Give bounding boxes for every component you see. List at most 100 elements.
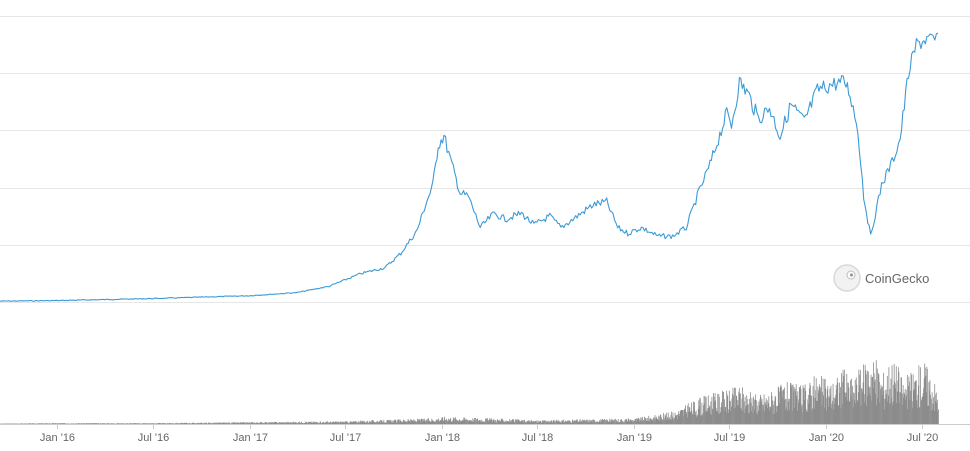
volume-bar-1374 xyxy=(723,410,725,424)
volume-bar-165 xyxy=(86,423,88,424)
volume-bar-1451 xyxy=(764,411,765,424)
volume-bar-1102 xyxy=(580,422,582,424)
volume-bar-207 xyxy=(109,423,110,424)
volume-bar-1420 xyxy=(747,404,749,424)
volume-bar-1519 xyxy=(800,385,801,424)
volume-bar-1480 xyxy=(779,391,781,424)
volume-bar-952 xyxy=(501,418,503,424)
volume-bar-16 xyxy=(8,423,10,424)
volume-bar-1127 xyxy=(593,419,595,424)
volume-bar-1498 xyxy=(788,409,790,424)
volume-bar-186 xyxy=(97,423,99,424)
volume-bar-1440 xyxy=(758,401,760,424)
volume-bar-904 xyxy=(476,419,477,424)
volume-bar-183 xyxy=(96,423,98,424)
volume-bar-383 xyxy=(201,423,203,424)
volume-bar-1632 xyxy=(859,385,861,424)
volume-bar-425 xyxy=(223,422,225,424)
volume-bar-1435 xyxy=(755,412,757,424)
volume-bar-1385 xyxy=(729,401,731,424)
volume-bar-1015 xyxy=(534,421,536,424)
volume-bar-1684 xyxy=(886,375,888,424)
volume-bar-157 xyxy=(82,423,84,424)
volume-bar-817 xyxy=(430,421,432,424)
volume-bar-420 xyxy=(221,423,222,424)
volume-bar-1601 xyxy=(843,375,844,424)
volume-bar-1596 xyxy=(840,408,842,424)
volume-bar-1126 xyxy=(593,419,594,424)
volume-bar-886 xyxy=(466,419,468,424)
volume-bar-145 xyxy=(76,423,78,424)
volume-bar-332 xyxy=(174,423,176,424)
volume-bar-571 xyxy=(300,422,302,424)
volume-bar-445 xyxy=(234,422,236,424)
volume-bar-976 xyxy=(514,422,515,424)
volume-bar-1151 xyxy=(606,419,607,424)
volume-bar-361 xyxy=(190,423,191,424)
volume-bar-687 xyxy=(361,422,363,424)
volume-bar-257 xyxy=(135,423,137,424)
volume-bar-1412 xyxy=(743,401,745,424)
volume-bar-741 xyxy=(390,421,392,424)
volume-bar-346 xyxy=(182,422,184,424)
volume-bar-112 xyxy=(58,423,60,424)
volume-bar-1549 xyxy=(815,378,817,424)
volume-bar-1531 xyxy=(806,411,808,424)
volume-bar-1662 xyxy=(875,393,877,424)
volume-bar-1192 xyxy=(627,418,629,424)
volume-bar-996 xyxy=(524,421,526,424)
volume-bar-929 xyxy=(489,418,491,424)
volume-bar-966 xyxy=(508,422,510,424)
volume-bar-1361 xyxy=(716,410,718,424)
volume-bar-1734 xyxy=(913,390,915,424)
volume-bar-1590 xyxy=(837,382,839,424)
volume-bar-284 xyxy=(149,423,151,424)
volume-bar-1756 xyxy=(924,367,926,424)
volume-bar-385 xyxy=(202,423,204,424)
volume-bar-1712 xyxy=(901,393,903,424)
volume-bar-1333 xyxy=(702,415,703,424)
volume-bar-1681 xyxy=(885,398,887,424)
volume-bar-957 xyxy=(504,422,505,424)
coingecko-logo-icon xyxy=(833,264,861,292)
volume-bar-1665 xyxy=(876,368,878,424)
volume-bar-907 xyxy=(477,421,479,424)
volume-bar-1484 xyxy=(781,391,783,424)
volume-bar-556 xyxy=(292,422,294,424)
volume-bar-1606 xyxy=(845,392,847,424)
volume-bar-523 xyxy=(275,422,277,424)
volume-bar-759 xyxy=(399,419,401,424)
volume-bar-1664 xyxy=(876,404,878,424)
volume-bar-1124 xyxy=(591,422,593,424)
volume-bar-1005 xyxy=(529,421,531,424)
volume-bar-1110 xyxy=(584,420,586,424)
volume-bar-909 xyxy=(478,420,480,424)
volume-bar-1652 xyxy=(870,395,871,424)
volume-bar-573 xyxy=(301,422,303,424)
volume-bar-984 xyxy=(518,419,520,424)
volume-bar-336 xyxy=(176,423,178,424)
volume-bar-177 xyxy=(93,423,95,424)
volume-bar-1670 xyxy=(879,402,881,424)
volume-bar-75 xyxy=(39,423,41,424)
volume-bar-719 xyxy=(378,422,380,424)
volume-bar-1078 xyxy=(567,420,569,424)
volume-bar-1160 xyxy=(610,420,612,424)
volume-bar-119 xyxy=(62,423,64,424)
volume-bar-1138 xyxy=(599,421,601,424)
volume-bar-1284 xyxy=(676,415,678,424)
volume-bar-455 xyxy=(239,422,241,424)
volume-bar-111 xyxy=(58,423,60,424)
volume-bar-1509 xyxy=(794,388,796,424)
volume-bar-760 xyxy=(400,420,402,424)
volume-bar-1305 xyxy=(687,405,689,424)
volume-bar-809 xyxy=(426,420,427,424)
volume-bar-722 xyxy=(380,419,382,424)
volume-bar-180 xyxy=(94,423,96,424)
volume-bar-1763 xyxy=(928,381,930,424)
volume-bar-459 xyxy=(241,422,243,424)
volume-bar-1668 xyxy=(878,374,880,424)
volume-bar-389 xyxy=(204,423,206,424)
volume-bar-624 xyxy=(328,422,330,424)
x-tick-label: Jan '18 xyxy=(425,432,460,444)
